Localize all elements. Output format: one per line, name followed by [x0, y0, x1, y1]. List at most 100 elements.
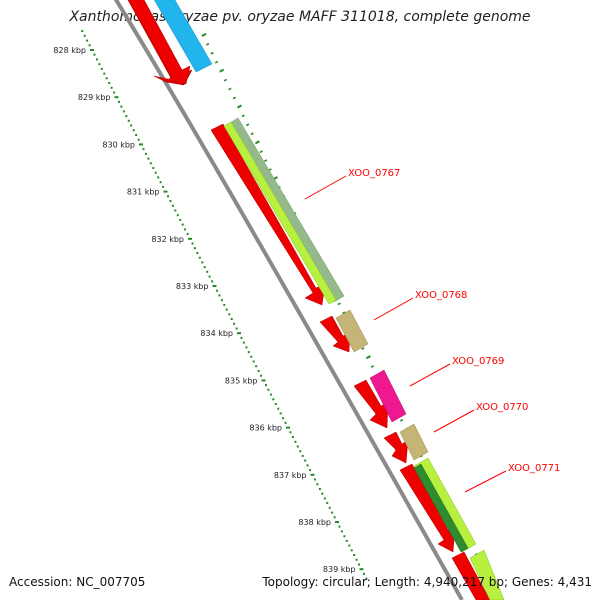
feature-label-xoo-0769[interactable]: XOO_0769	[452, 356, 504, 367]
cds-feature	[353, 379, 389, 429]
scale-dot	[296, 445, 299, 448]
scale-major-tick	[286, 426, 290, 429]
ruler-minor-tick	[210, 51, 214, 55]
ruler-minor-tick	[250, 132, 254, 136]
scale-dot	[110, 86, 113, 89]
cds-feature	[127, 0, 191, 85]
scale-dot	[206, 270, 209, 273]
scale-dot	[186, 233, 189, 236]
leader-line	[304, 175, 347, 200]
scale-tick-label: 839 kbp	[323, 565, 356, 574]
leader-line	[373, 297, 414, 321]
scale-dot	[340, 530, 343, 533]
scale-dot	[228, 313, 231, 316]
scale-dot	[208, 275, 211, 278]
ruler-minor-tick	[268, 168, 272, 171]
ruler-major-tick	[254, 140, 260, 145]
scale-dot	[265, 384, 267, 387]
scale-dot	[167, 195, 169, 198]
ruler-minor-tick	[361, 347, 365, 350]
scale-dot	[100, 67, 103, 70]
leader-line	[433, 409, 475, 433]
scale-tick-label: 831 kbp	[127, 188, 160, 197]
scale-dot	[235, 327, 238, 330]
scale-dot	[291, 436, 294, 438]
scale-dot	[132, 129, 135, 132]
scale-labels: 828 kbp 829 kbp 830 kbp 831 kbp 832 kbp 833 k…	[53, 46, 355, 574]
feature-label-xoo-0768[interactable]: XOO_0768	[415, 290, 467, 301]
scale-dot	[242, 341, 245, 344]
feature-label-xoo-0770[interactable]: XOO_0770	[476, 402, 528, 413]
genome-backbone	[113, 0, 464, 600]
ruler-major-tick	[219, 68, 225, 73]
scale-dot	[81, 30, 84, 33]
scale-dot	[142, 148, 145, 151]
scale-major-tick	[359, 568, 364, 571]
scale-major-tick	[188, 237, 192, 240]
ruler-minor-tick	[370, 365, 375, 368]
scale-dot	[350, 549, 353, 552]
scale-dot	[272, 398, 275, 401]
scale-dot	[176, 214, 179, 217]
scale-tick-label: 833 kbp	[176, 282, 209, 291]
scale-dots	[81, 30, 368, 580]
ruler-minor-tick	[206, 42, 210, 46]
scale-dot	[309, 469, 312, 472]
scale-dot	[348, 544, 351, 547]
scale-tick-label: 832 kbp	[151, 235, 184, 244]
scale-dot	[201, 261, 204, 264]
feature-lime	[469, 549, 505, 600]
scale-dot	[233, 322, 236, 325]
scale-tick-label: 836 kbp	[249, 424, 282, 433]
scale-dot	[191, 242, 194, 245]
feature-track	[154, 0, 505, 600]
feature-label-xoo-0767[interactable]: XOO_0767	[348, 168, 400, 179]
ruler-minor-tick	[246, 123, 250, 127]
scale-dot	[154, 171, 157, 174]
scale-tick-label: 837 kbp	[274, 471, 307, 480]
scale-dot	[152, 167, 155, 169]
ruler-minor-tick	[264, 159, 268, 162]
feature-label-xoo-0771[interactable]: XOO_0771	[508, 463, 560, 474]
scale-dot	[225, 308, 228, 311]
scale-dot	[88, 44, 91, 47]
scale-dot	[250, 355, 253, 358]
scale-dot	[86, 39, 89, 42]
scale-tick-label: 834 kbp	[200, 329, 233, 338]
scale-dot	[130, 124, 133, 127]
cds-feature	[451, 551, 491, 600]
scale-dot	[157, 176, 160, 179]
scale-dot	[196, 252, 199, 254]
scale-major-tick	[114, 96, 119, 99]
scale-major-tick	[163, 190, 168, 193]
leader-line	[409, 363, 451, 387]
scale-dot	[203, 266, 206, 269]
scale-dot	[282, 417, 285, 420]
scale-dot	[328, 506, 331, 509]
scale-dot	[323, 497, 326, 500]
scale-dot	[279, 412, 282, 415]
scale-dot	[149, 162, 152, 165]
scale-dot	[198, 256, 201, 259]
scale-dot	[95, 58, 98, 61]
scale-dot	[240, 336, 243, 339]
scale-dot	[301, 454, 304, 457]
ruler-major-tick	[237, 104, 242, 109]
scale-dot	[321, 492, 324, 495]
scale-major-tick	[90, 49, 94, 51]
ruler-major-tick	[201, 32, 207, 37]
scale-dot	[267, 388, 270, 391]
scale-dot	[316, 483, 319, 486]
scale-dot	[193, 247, 196, 250]
scale-dot	[144, 152, 147, 155]
scale-dot	[230, 318, 233, 320]
ruler-minor-tick	[214, 60, 219, 64]
scale-dot	[171, 204, 174, 207]
feature-khaki	[335, 309, 369, 353]
scale-dot	[333, 516, 336, 519]
scale-dot	[83, 34, 86, 37]
scale-dot	[345, 539, 348, 542]
scale-dot	[331, 511, 334, 514]
scale-dot	[98, 63, 101, 66]
